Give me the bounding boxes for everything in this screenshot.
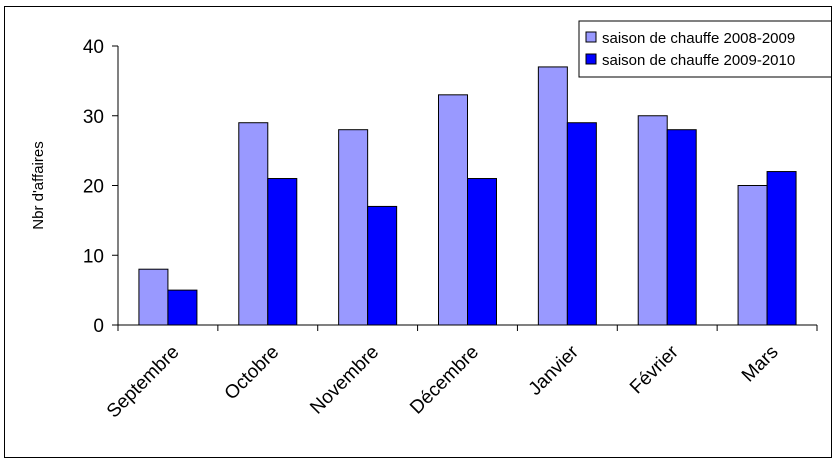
chart-frame: 0 10 20 30 40 Nbr d'affaires Septembre Octobre N…	[4, 6, 832, 458]
bar-1-novembre	[338, 129, 369, 326]
bar-2-février	[666, 129, 697, 326]
bar-1-janvier	[537, 66, 568, 326]
bar-2-mars	[766, 171, 797, 326]
bar-1-septembre	[138, 268, 169, 326]
x-category-label: Décembre	[406, 342, 483, 419]
y-tick-label: 0	[93, 316, 104, 337]
legend-swatch-1	[585, 31, 597, 43]
bar-1-octobre	[238, 122, 269, 326]
legend-label-2: saison de chauffe 2009-2010	[602, 52, 795, 69]
x-category-label: Septembre	[103, 342, 184, 423]
bar-chart: 0 10 20 30 40 Nbr d'affaires Septembre Octobre N…	[30, 20, 831, 423]
legend-box	[578, 20, 831, 78]
x-category-label: Octobre	[221, 342, 284, 405]
y-tick-label: 40	[83, 37, 104, 58]
bar-2-septembre	[167, 289, 198, 326]
bar-1-mars	[737, 185, 768, 326]
y-tick-label: 10	[83, 246, 104, 267]
x-category-label: Mars	[738, 342, 783, 387]
x-category-label: Novembre	[306, 342, 383, 419]
x-category-label: Janvier	[525, 341, 584, 400]
y-tick-label: 20	[83, 177, 104, 198]
bar-2-octobre	[267, 178, 298, 326]
bar-1-février	[637, 115, 668, 326]
legend-label-1: saison de chauffe 2008-2009	[602, 30, 795, 47]
x-category-label: Février	[626, 341, 683, 398]
bar-2-décembre	[467, 178, 497, 326]
y-tick-label: 30	[83, 107, 104, 128]
legend-swatch-2	[585, 53, 597, 65]
bar-1-décembre	[438, 94, 468, 326]
y-axis-label: Nbr d'affaires	[30, 141, 47, 229]
bar-2-janvier	[566, 122, 597, 326]
bar-2-novembre	[367, 205, 398, 326]
